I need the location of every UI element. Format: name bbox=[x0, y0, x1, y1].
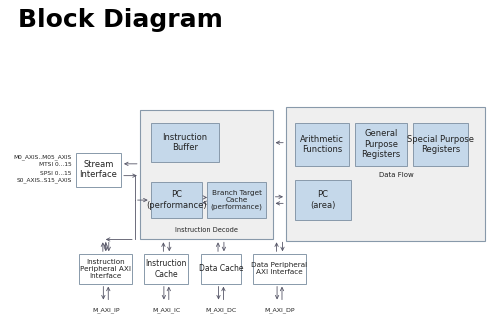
Text: M_AXI_DC: M_AXI_DC bbox=[206, 307, 236, 313]
Text: MTSI 0...15: MTSI 0...15 bbox=[39, 162, 72, 167]
Bar bbox=[286, 107, 485, 241]
Bar bbox=[414, 123, 468, 166]
Bar bbox=[356, 123, 407, 166]
Bar bbox=[76, 153, 121, 187]
Text: SPSI 0...15: SPSI 0...15 bbox=[40, 171, 72, 175]
Bar bbox=[207, 182, 266, 218]
Text: Special Purpose
Registers: Special Purpose Registers bbox=[407, 134, 474, 154]
Text: Arithmetic
Functions: Arithmetic Functions bbox=[300, 134, 344, 154]
Text: PC
(area): PC (area) bbox=[310, 190, 336, 210]
Text: Block Diagram: Block Diagram bbox=[18, 8, 223, 32]
Text: Instruction Decode: Instruction Decode bbox=[174, 227, 238, 233]
Text: PC
(performance): PC (performance) bbox=[146, 190, 206, 210]
Bar bbox=[150, 182, 203, 218]
Text: S0_AXIS..S15_AXIS: S0_AXIS..S15_AXIS bbox=[16, 177, 72, 183]
Bar bbox=[140, 110, 272, 239]
Text: Instruction
Peripheral AXI
Interface: Instruction Peripheral AXI Interface bbox=[80, 259, 132, 279]
Bar bbox=[295, 180, 352, 220]
Text: Data Cache: Data Cache bbox=[198, 264, 243, 274]
Text: M0_AXIS..M05_AXIS: M0_AXIS..M05_AXIS bbox=[14, 154, 72, 160]
Bar bbox=[144, 254, 188, 284]
Text: M_AXI_IC: M_AXI_IC bbox=[152, 307, 180, 313]
Text: Data Flow: Data Flow bbox=[380, 173, 414, 178]
Bar bbox=[253, 254, 306, 284]
Text: M_AXI_IP: M_AXI_IP bbox=[92, 307, 120, 313]
Text: Instruction
Cache: Instruction Cache bbox=[146, 259, 187, 279]
Text: Branch Target
Cache
(performance): Branch Target Cache (performance) bbox=[211, 190, 262, 210]
Bar bbox=[150, 123, 220, 162]
Text: Data Peripheral
AXI Interface: Data Peripheral AXI Interface bbox=[252, 262, 308, 276]
Text: Instruction
Buffer: Instruction Buffer bbox=[162, 133, 208, 153]
Bar bbox=[79, 254, 132, 284]
Bar bbox=[295, 123, 349, 166]
Text: Stream
Interface: Stream Interface bbox=[80, 160, 118, 179]
Text: General
Purpose
Registers: General Purpose Registers bbox=[362, 130, 401, 159]
Bar bbox=[202, 254, 240, 284]
Text: M_AXI_DP: M_AXI_DP bbox=[264, 307, 295, 313]
